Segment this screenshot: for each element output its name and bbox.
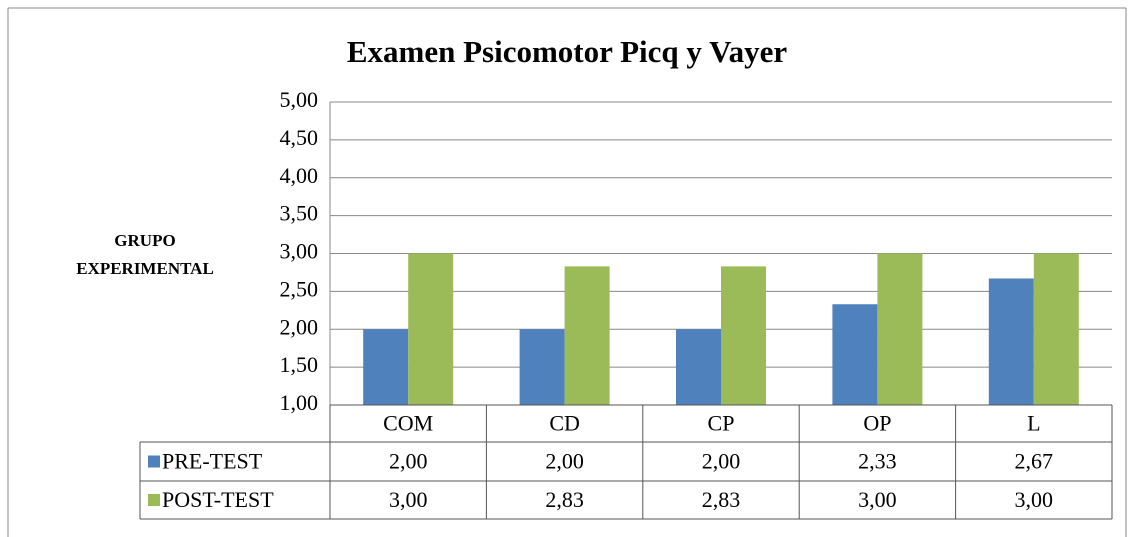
y-axis-label: GRUPO bbox=[114, 231, 175, 250]
y-tick-label: 4,00 bbox=[280, 163, 319, 188]
y-axis-label: EXPERIMENTAL bbox=[76, 259, 214, 278]
y-tick-label: 4,50 bbox=[280, 125, 319, 150]
table-value: 2,33 bbox=[858, 449, 897, 474]
table-value: 2,83 bbox=[702, 487, 741, 512]
category-label: COM bbox=[383, 411, 433, 436]
table-value: 3,00 bbox=[1015, 487, 1054, 512]
y-tick-label: 3,50 bbox=[280, 201, 319, 226]
bar bbox=[877, 253, 923, 405]
bar bbox=[721, 266, 766, 405]
category-label: CD bbox=[549, 411, 580, 436]
table-value: 2,00 bbox=[545, 449, 584, 474]
legend-swatch bbox=[148, 455, 160, 468]
table-value: 2,67 bbox=[1015, 449, 1054, 474]
chart-title: Examen Psicomotor Picq y Vayer bbox=[347, 34, 788, 69]
bar bbox=[988, 278, 1034, 405]
table-value: 2,00 bbox=[389, 449, 428, 474]
y-tick-label: 1,50 bbox=[280, 352, 319, 377]
bar bbox=[676, 329, 721, 405]
y-tick-label: 1,00 bbox=[280, 390, 319, 415]
bar bbox=[832, 304, 878, 405]
legend-label: POST-TEST bbox=[162, 487, 274, 512]
category-label: OP bbox=[863, 411, 891, 436]
category-label: L bbox=[1027, 411, 1040, 436]
y-tick-label: 5,00 bbox=[280, 87, 319, 112]
legend-swatch bbox=[148, 494, 160, 506]
table-value: 3,00 bbox=[389, 487, 428, 512]
legend-label: PRE-TEST bbox=[162, 449, 263, 474]
category-label: CP bbox=[708, 411, 735, 436]
bar bbox=[519, 329, 565, 405]
bar bbox=[1033, 253, 1079, 405]
table-value: 2,00 bbox=[702, 449, 741, 474]
bar bbox=[363, 329, 409, 405]
bar bbox=[564, 266, 610, 405]
bar bbox=[408, 253, 454, 405]
y-tick-label: 2,50 bbox=[280, 276, 319, 301]
table-value: 2,83 bbox=[545, 487, 584, 512]
y-tick-label: 2,00 bbox=[280, 314, 319, 339]
y-tick-label: 3,00 bbox=[280, 239, 319, 264]
table-value: 3,00 bbox=[858, 487, 897, 512]
